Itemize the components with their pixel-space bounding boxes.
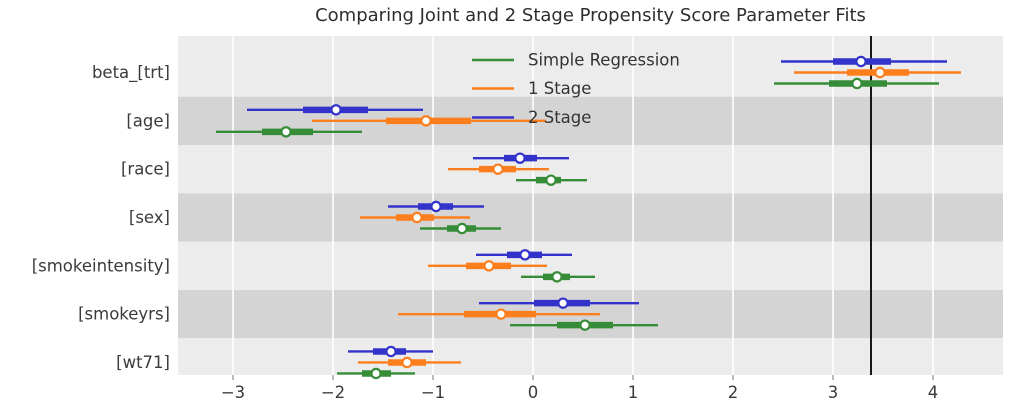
x-tick-label: −3 xyxy=(221,383,245,402)
point-marker xyxy=(551,271,563,283)
point-marker xyxy=(411,211,423,224)
legend-label: Simple Regression xyxy=(528,51,680,70)
point-marker xyxy=(855,55,867,68)
chart-title: Comparing Joint and 2 Stage Propensity S… xyxy=(315,5,866,26)
legend-label: 2 Stage xyxy=(528,108,591,127)
y-axis-label: [age] xyxy=(126,111,170,130)
row-band xyxy=(178,338,1003,375)
point-marker xyxy=(430,200,442,213)
point-marker xyxy=(370,367,382,380)
y-axis-label: [smokeintensity] xyxy=(32,256,170,275)
y-axis-label: [wt71] xyxy=(116,353,170,372)
y-axis-label: [sex] xyxy=(129,208,170,227)
row-band xyxy=(178,145,1003,194)
point-marker xyxy=(545,174,557,186)
x-tick-label: 1 xyxy=(628,383,639,402)
x-tick-label: 4 xyxy=(928,383,939,402)
point-marker xyxy=(519,249,531,261)
y-axis-label: [race] xyxy=(121,160,170,179)
point-marker xyxy=(280,126,292,138)
y-axis-label: [smokeyrs] xyxy=(78,305,170,324)
row-band xyxy=(178,193,1003,242)
point-marker xyxy=(483,260,495,272)
point-marker xyxy=(401,356,413,369)
point-marker xyxy=(874,66,886,79)
point-marker xyxy=(557,297,569,309)
x-tick-label: −2 xyxy=(321,383,345,402)
point-marker xyxy=(514,152,526,164)
x-tick-label: 0 xyxy=(528,383,539,402)
point-marker xyxy=(579,319,591,331)
point-marker xyxy=(495,308,507,320)
point-marker xyxy=(492,163,504,175)
point-marker xyxy=(330,104,342,116)
legend-label: 1 Stage xyxy=(528,79,591,98)
x-tick-label: 3 xyxy=(828,383,839,402)
y-axis-label: beta_[trt] xyxy=(92,63,170,83)
point-marker xyxy=(420,115,432,127)
point-marker xyxy=(851,77,863,90)
point-marker xyxy=(456,222,468,235)
row-band xyxy=(178,241,1003,290)
x-tick-label: 2 xyxy=(728,383,739,402)
x-tick-label: −1 xyxy=(421,383,445,402)
point-marker xyxy=(385,345,397,358)
